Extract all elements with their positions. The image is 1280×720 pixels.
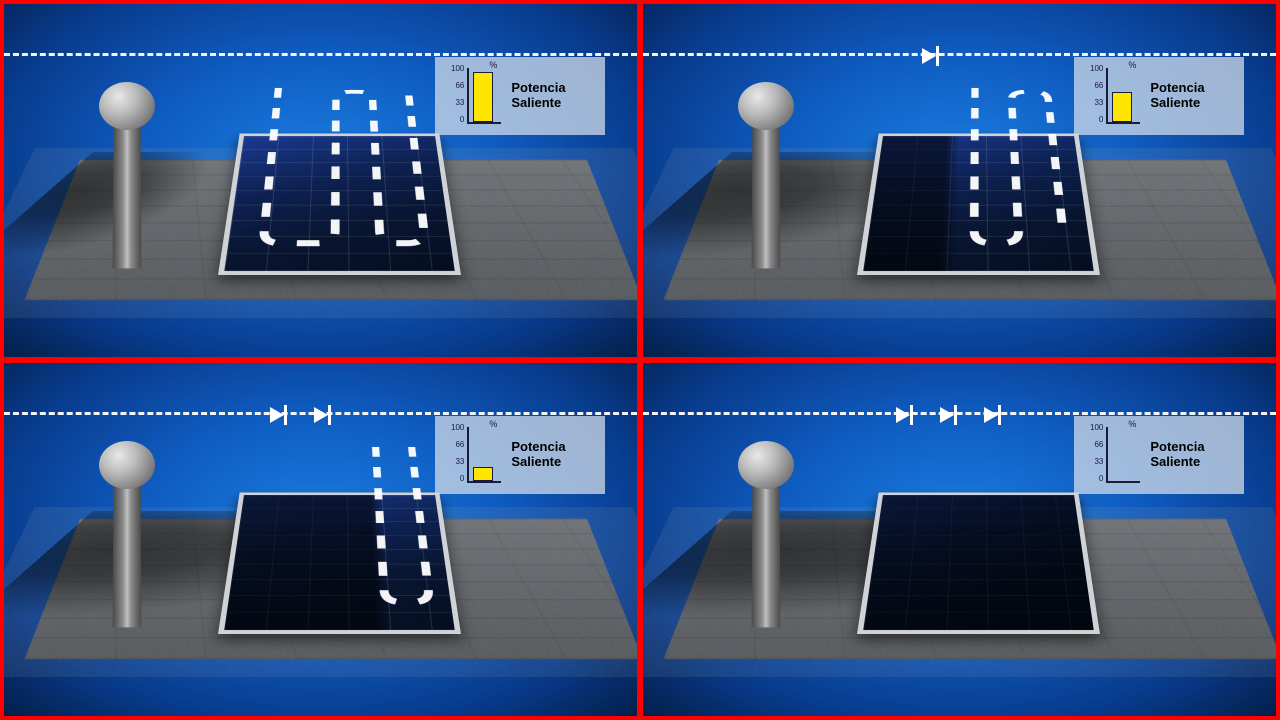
- vent-cap: [99, 441, 155, 489]
- scene: % 100 66 33 0 Potencia Saliente: [4, 4, 637, 357]
- x-axis: [467, 481, 501, 483]
- chart-title: Potencia Saliente: [1150, 440, 1236, 470]
- roof-vent: [105, 441, 149, 621]
- diode-icon: [314, 405, 338, 425]
- diode-icon: [896, 405, 920, 425]
- solar-panel: [857, 133, 1100, 274]
- scene: % 100 66 33 0 Potencia Saliente: [643, 363, 1276, 716]
- scene: % 100 66 33 0 Potencia Saliente: [643, 4, 1276, 357]
- x-axis: [1106, 481, 1140, 483]
- vent-pipe: [752, 121, 781, 268]
- power-chart-box: % 100 66 33 0 Potencia Saliente: [435, 57, 605, 135]
- power-bar-chart: % 100 66 33 0: [443, 62, 503, 130]
- chart-title: Potencia Saliente: [1150, 81, 1236, 111]
- solar-panel: [218, 492, 461, 633]
- power-bar: [473, 72, 493, 122]
- y-axis: [467, 68, 469, 124]
- solar-cells: [863, 495, 1094, 630]
- diode-icon: [940, 405, 964, 425]
- vent-cap: [738, 82, 794, 130]
- power-chart-box: % 100 66 33 0 Potencia Saliente: [1074, 416, 1244, 494]
- diagram-grid: % 100 66 33 0 Potencia Saliente: [0, 0, 1280, 720]
- solar-panel: [857, 492, 1100, 633]
- y-axis-labels: 100 66 33 0: [1082, 421, 1106, 483]
- roof-vent: [744, 82, 788, 262]
- power-bar: [473, 467, 493, 481]
- power-chart-box: % 100 66 33 0 Potencia Saliente: [435, 416, 605, 494]
- pct-symbol: %: [489, 419, 497, 429]
- vent-pipe: [113, 121, 142, 268]
- vent-cap: [738, 441, 794, 489]
- panel-tl: % 100 66 33 0 Potencia Saliente: [4, 4, 637, 357]
- pct-symbol: %: [1128, 419, 1136, 429]
- y-axis: [1106, 427, 1108, 483]
- panel-br: % 100 66 33 0 Potencia Saliente: [643, 363, 1276, 716]
- panel-bl: % 100 66 33 0 Potencia Saliente: [4, 363, 637, 716]
- x-axis: [467, 122, 501, 124]
- bypass-diodes: [896, 405, 1008, 425]
- vent-pipe: [113, 480, 142, 627]
- solar-cells: [224, 136, 455, 271]
- power-bar-chart: % 100 66 33 0: [1082, 62, 1142, 130]
- solar-panel: [218, 133, 461, 274]
- scene: % 100 66 33 0 Potencia Saliente: [4, 363, 637, 716]
- solar-cells: [863, 136, 1094, 271]
- power-chart-box: % 100 66 33 0 Potencia Saliente: [1074, 57, 1244, 135]
- vent-cap: [99, 82, 155, 130]
- diode-icon: [984, 405, 1008, 425]
- bypass-diodes: [270, 405, 338, 425]
- x-axis: [1106, 122, 1140, 124]
- y-axis-labels: 100 66 33 0: [443, 421, 467, 483]
- chart-title: Potencia Saliente: [511, 440, 597, 470]
- bypass-diodes: [922, 46, 946, 66]
- power-bar-chart: % 100 66 33 0: [1082, 421, 1142, 489]
- y-axis: [1106, 68, 1108, 124]
- power-bar-chart: % 100 66 33 0: [443, 421, 503, 489]
- pct-symbol: %: [1128, 60, 1136, 70]
- y-axis: [467, 427, 469, 483]
- chart-title: Potencia Saliente: [511, 81, 597, 111]
- roof-vent: [105, 82, 149, 262]
- roof-vent: [744, 441, 788, 621]
- pct-symbol: %: [489, 60, 497, 70]
- y-axis-labels: 100 66 33 0: [443, 62, 467, 124]
- panel-tr: % 100 66 33 0 Potencia Saliente: [643, 4, 1276, 357]
- vent-pipe: [752, 480, 781, 627]
- power-bar: [1112, 92, 1132, 122]
- solar-cells: [224, 495, 455, 630]
- y-axis-labels: 100 66 33 0: [1082, 62, 1106, 124]
- diode-icon: [922, 46, 946, 66]
- diode-icon: [270, 405, 294, 425]
